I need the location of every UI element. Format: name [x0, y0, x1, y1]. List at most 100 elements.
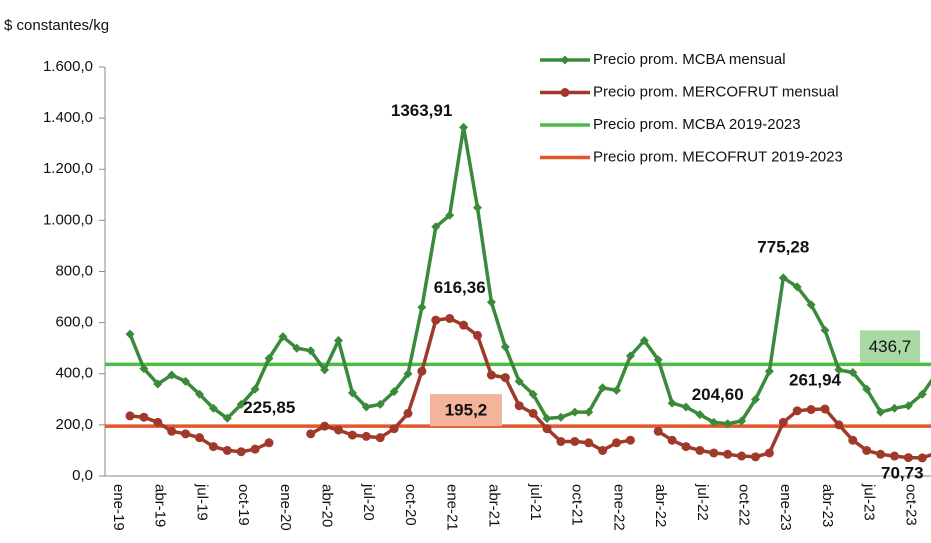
- data-point: [208, 403, 218, 413]
- data-point: [250, 444, 260, 454]
- data-point: [417, 366, 427, 376]
- data-point: [139, 412, 149, 422]
- data-point: [598, 445, 608, 455]
- data-point: [347, 430, 357, 440]
- x-tick-label: abr-22: [652, 484, 669, 527]
- data-point: [292, 343, 302, 353]
- data-point: [222, 445, 232, 455]
- data-point: [167, 370, 177, 380]
- data-point: [820, 325, 830, 335]
- y-tick-label: 600,0: [55, 314, 93, 331]
- data-point: [890, 403, 899, 413]
- data-point: [445, 210, 455, 220]
- data-point: [222, 413, 232, 423]
- data-point: [751, 452, 760, 462]
- data-point: [278, 332, 288, 342]
- data-point: [181, 429, 191, 439]
- data-point: [834, 420, 844, 430]
- data-point: [500, 342, 510, 352]
- data-point: [723, 419, 733, 429]
- x-tick-label: ene-19: [110, 484, 127, 531]
- data-point: [153, 379, 163, 389]
- x-tick-label: jul-23: [861, 483, 878, 521]
- data-point: [389, 387, 399, 397]
- data-point: [431, 222, 441, 232]
- data-point: [361, 402, 371, 412]
- data-point: [723, 449, 733, 459]
- y-tick-label: 0,0: [72, 467, 93, 484]
- data-point: [584, 407, 594, 417]
- data-point: [542, 424, 552, 434]
- legend-label: Precio prom. MCBA mensual: [593, 51, 786, 68]
- data-point: [681, 402, 691, 412]
- y-axis-title: $ constantes/kg: [4, 17, 109, 34]
- data-point: [417, 302, 427, 312]
- data-point: [195, 389, 204, 399]
- data-point: [403, 369, 413, 379]
- data-point: [876, 407, 886, 417]
- x-tick-label: jul-21: [527, 483, 544, 521]
- data-point: [570, 436, 580, 446]
- x-tick-label: abr-23: [819, 484, 836, 527]
- data-point: [528, 389, 538, 399]
- data-point: [653, 426, 663, 436]
- x-tick-label: oct-20: [402, 484, 419, 526]
- data-label: 70,73: [881, 463, 924, 482]
- data-point: [334, 336, 343, 346]
- data-label: 261,94: [789, 371, 842, 390]
- y-tick-label: 800,0: [55, 262, 93, 279]
- data-point: [737, 451, 747, 461]
- data-point: [903, 453, 913, 463]
- data-label: 1363,91: [391, 101, 452, 120]
- data-point: [264, 438, 274, 448]
- data-point: [500, 373, 510, 383]
- data-point: [347, 388, 357, 398]
- data-point: [139, 364, 149, 374]
- y-tick-label: 1.600,0: [43, 58, 93, 75]
- data-point: [514, 401, 524, 411]
- data-point: [820, 404, 830, 414]
- data-point: [403, 408, 413, 418]
- data-point: [667, 398, 677, 408]
- data-point: [556, 436, 566, 446]
- data-point: [528, 408, 538, 418]
- data-point: [167, 426, 177, 436]
- data-point: [625, 435, 635, 445]
- data-label: 204,60: [692, 385, 744, 404]
- y-tick-label: 400,0: [55, 365, 93, 382]
- data-point: [862, 384, 872, 394]
- data-point: [778, 273, 788, 283]
- value-box: [430, 394, 502, 427]
- data-point: [806, 405, 816, 415]
- data-point: [473, 203, 482, 213]
- data-point: [653, 355, 663, 365]
- data-point: [125, 329, 135, 339]
- y-tick-label: 1.000,0: [43, 211, 93, 228]
- data-point: [459, 122, 469, 132]
- data-point: [862, 445, 872, 455]
- data-point: [695, 410, 705, 420]
- data-point: [334, 425, 343, 435]
- data-point: [695, 445, 705, 455]
- data-point: [486, 297, 496, 307]
- data-point: [320, 365, 330, 375]
- data-point: [250, 384, 260, 394]
- data-point: [917, 453, 927, 463]
- x-tick-label: abr-20: [319, 484, 336, 527]
- legend-marker: [560, 88, 570, 97]
- data-point: [584, 438, 594, 448]
- data-point: [778, 417, 788, 427]
- data-point: [570, 407, 580, 417]
- legend-label: Precio prom. MERCOFRUT mensual: [593, 83, 839, 100]
- legend-label: Precio prom. MCBA 2019-2023: [593, 116, 801, 133]
- data-point: [195, 433, 204, 443]
- data-point: [264, 353, 274, 363]
- x-tick-label: oct-23: [902, 484, 919, 526]
- x-tick-label: oct-22: [736, 484, 753, 526]
- data-point: [792, 406, 802, 416]
- data-point: [445, 313, 455, 323]
- data-point: [792, 282, 802, 292]
- data-point: [320, 421, 330, 431]
- value-box: [860, 330, 920, 363]
